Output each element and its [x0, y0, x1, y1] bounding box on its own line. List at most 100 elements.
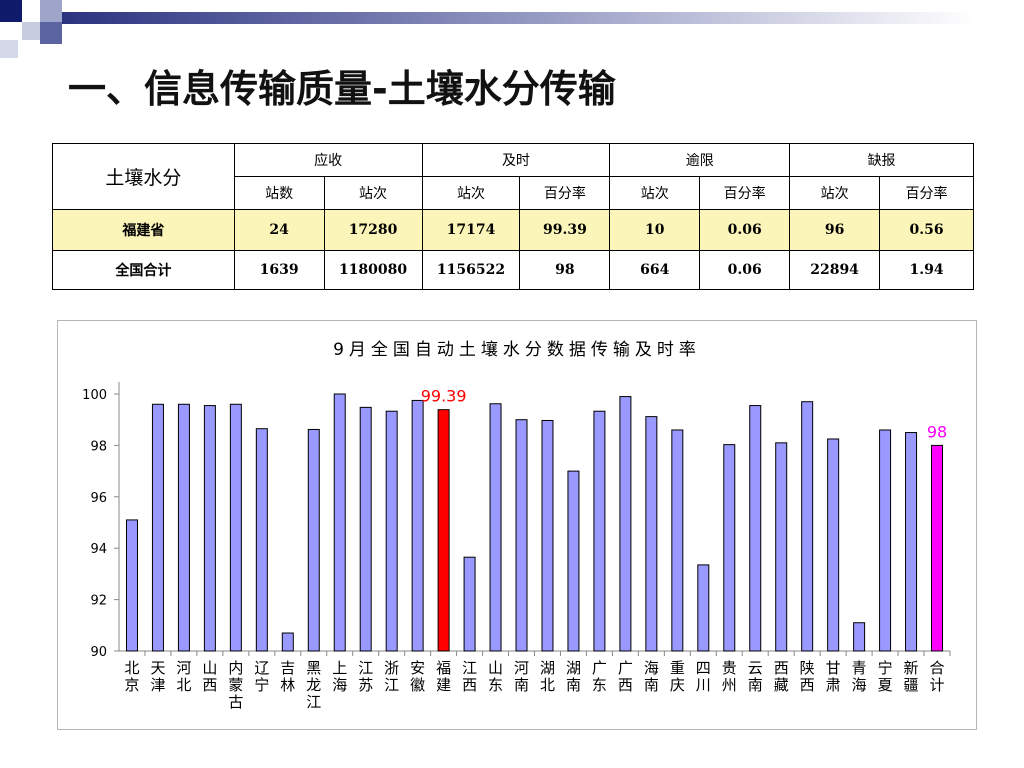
table-cell: 664: [609, 250, 701, 290]
bar: [463, 556, 476, 652]
bar: [905, 432, 918, 652]
bar: [827, 438, 840, 652]
group-header: 逾限: [609, 143, 791, 177]
x-tick-label: 江苏: [358, 659, 373, 694]
x-tick-label: 天津: [150, 659, 165, 694]
x-tick-label: 广东: [592, 659, 607, 694]
x-tick-label: 福建: [436, 659, 451, 694]
x-tick-label: 青海: [852, 659, 867, 694]
bar: [151, 403, 164, 652]
x-tick-label: 四川: [696, 659, 711, 694]
bar: [333, 393, 346, 652]
x-tick-label: 浙江: [384, 659, 399, 694]
bar: [177, 403, 190, 652]
bar: [229, 403, 242, 652]
table-row: 福建省 24 17280 17174 99.39 10 0.06 96 0.56: [52, 209, 974, 251]
x-tick-label: 河南: [514, 659, 529, 694]
bar-chart: 9月全国自动土壤水分数据传输及时率 90 92 94 96 98 100 北京天津河北山西内蒙…: [82, 339, 951, 711]
corner-label: 土壤水分: [52, 143, 235, 210]
subheader-cell: 站次: [609, 176, 701, 210]
x-tick-label: 甘肃: [826, 659, 841, 694]
bar: [281, 632, 294, 652]
x-tick-label: 黑龙江: [306, 659, 321, 711]
x-tick-label: 安徽: [410, 659, 425, 694]
table-cell: 0.06: [699, 209, 791, 251]
x-tick-label: 湖北: [540, 659, 555, 694]
decor-square: [0, 0, 22, 22]
table-header-row: 土壤水分 应收 及时 逾限 缺报: [52, 143, 974, 210]
x-tick-label: 湖南: [566, 659, 581, 694]
subheader-cell: 百分率: [699, 176, 791, 210]
table-cell: 17280: [323, 209, 423, 251]
bar: [619, 396, 632, 652]
bar: [645, 416, 658, 652]
decor-square: [40, 22, 62, 44]
x-tick-label: 北京: [124, 659, 139, 694]
data-label: 98: [927, 422, 947, 441]
y-tick-label: 94: [90, 542, 107, 557]
x-tick-label: 新疆: [904, 659, 919, 694]
bar: [593, 410, 606, 652]
bar: [749, 405, 762, 652]
bar: [931, 444, 944, 652]
subheader-cell: 百分率: [879, 176, 974, 210]
x-tick-label: 贵州: [722, 659, 737, 694]
table-cell: 24: [233, 209, 325, 251]
y-tick-label: 98: [90, 439, 107, 454]
bar: [489, 403, 502, 652]
x-tick-label: 合计: [930, 659, 945, 694]
decor-square: [22, 22, 40, 40]
subheader-cell: 站次: [789, 176, 881, 210]
table-cell: 98: [519, 250, 611, 290]
bar: [307, 428, 320, 652]
x-tick-label: 河北: [176, 659, 191, 694]
row-label: 全国合计: [52, 250, 235, 290]
chart-container: 9月全国自动土壤水分数据传输及时率 90 92 94 96 98 100 北京 天津 河北 山西 内蒙…: [57, 320, 977, 730]
bar: [723, 444, 736, 652]
group-header: 应收: [233, 143, 423, 177]
bar: [515, 419, 528, 652]
bar: [671, 429, 684, 652]
x-tick-label: 江西: [462, 659, 477, 694]
page-title: 一、信息传输质量-土壤水分传输: [68, 67, 616, 111]
bar: [697, 564, 710, 652]
x-tick-label: 上海: [332, 659, 347, 694]
x-tick-label: 海南: [644, 659, 659, 694]
table-cell: 0.06: [699, 250, 791, 290]
subheader-cell: 站数: [233, 176, 325, 210]
bar: [853, 622, 866, 652]
x-tick-label: 吉林: [280, 659, 295, 694]
bar: [411, 399, 424, 652]
bar: [879, 429, 892, 652]
table-cell: 1639: [233, 250, 325, 290]
x-tick-label: 内蒙古: [228, 659, 243, 711]
bar: [541, 419, 554, 652]
group-header: 及时: [421, 143, 611, 177]
x-tick-label: 云南: [748, 659, 763, 694]
x-tick-label: 山东: [488, 659, 503, 694]
bar: [385, 410, 398, 652]
bar: [801, 401, 814, 652]
bar: [255, 428, 268, 652]
y-tick-label: 100: [82, 388, 107, 403]
x-tick-label: 西藏: [774, 659, 789, 694]
chart-title: 9月全国自动土壤水分数据传输及时率: [333, 339, 701, 360]
table-row: 全国合计 1639 1180080 1156522 98 664 0.06 22…: [52, 250, 974, 290]
table-cell: 17174: [421, 209, 521, 251]
bar: [437, 409, 450, 652]
table-cell: 10: [609, 209, 701, 251]
bar: [125, 519, 138, 652]
subheader-cell: 站次: [323, 176, 423, 210]
x-tick-label: 广西: [618, 659, 633, 694]
table-cell: 22894: [789, 250, 881, 290]
y-tick-label: 92: [90, 594, 107, 609]
table-cell: 1180080: [323, 250, 423, 290]
x-tick-label: 山西: [202, 659, 217, 694]
bar: [203, 405, 216, 652]
header-bar: [62, 12, 1024, 24]
decor-square: [0, 40, 18, 58]
bar: [359, 406, 372, 652]
x-tick-label: 辽宁: [254, 659, 269, 694]
y-tick-label: 90: [90, 645, 107, 660]
table-cell: 1156522: [421, 250, 521, 290]
